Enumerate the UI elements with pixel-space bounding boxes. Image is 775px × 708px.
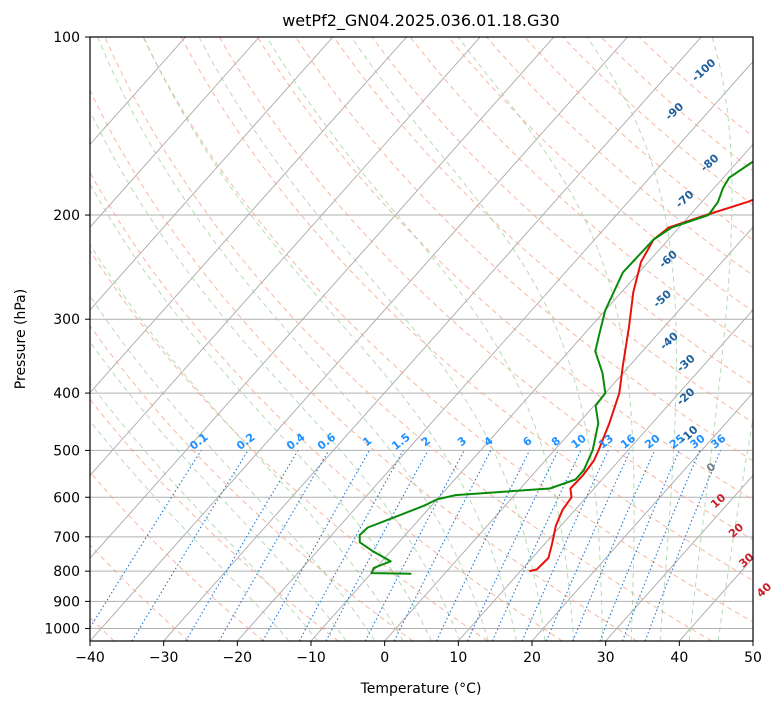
background-lines [90,37,753,641]
moist-adiabat-line [266,37,575,641]
isotherm-line [163,37,702,641]
y-tick-label: 400 [53,386,80,402]
dry-adiabat-line [371,37,753,386]
moist-adiabat-line [90,420,290,641]
x-tick-label: −40 [75,650,105,666]
y-tick-label: 600 [53,490,80,506]
mixing-ratio-line [521,450,609,641]
y-tick-label: 200 [53,208,80,224]
dry-adiabat-line [447,37,753,312]
dry-adiabat-line [180,37,753,582]
isotherm-line [90,37,555,559]
x-axis-title: Temperature (°C) [360,681,482,697]
chart-title: wetPf2_GN04.2025.036.01.18.G30 [282,11,560,31]
x-tick-label: 40 [670,650,688,666]
mixing-ratio-line [262,450,370,641]
y-tick-label: 800 [53,564,80,580]
x-tick-label: −10 [296,650,326,666]
isotherm-line [90,37,186,146]
moist-adiabat-line [198,37,546,641]
isotherm-line [90,37,481,477]
dry-adiabat-line [218,37,753,541]
moist-adiabat-line [688,37,733,641]
moist-adiabat-line [90,243,404,641]
x-tick-label: 30 [597,650,615,666]
moist-adiabat-line [457,37,635,641]
x-tick-label: 10 [449,650,467,666]
isotherm-line [90,37,407,394]
isotherm-line [384,226,753,641]
isotherm-line [457,309,753,641]
x-tick-label: 50 [744,650,762,666]
mixing-ratio-line [325,450,429,641]
temperature-profile-line [529,198,753,573]
moist-adiabat-line [90,182,432,641]
y-tick-label: 300 [53,312,80,328]
moist-adiabat-line [350,37,603,641]
isotherm-line [236,60,753,641]
mixing-ratio-line [572,450,656,641]
dry-adiabat-line [257,37,753,501]
plot-frame [89,36,754,642]
y-tick-label: 500 [53,443,80,459]
isotherm-line [605,474,753,641]
mixing-ratio-line [545,450,631,641]
y-tick-label: 100 [53,30,80,46]
profile-lines [358,160,753,575]
moist-adiabat-line [90,382,319,641]
isotherm-line [90,37,260,228]
dry-adiabat-line [104,37,712,641]
moist-adiabat-line [90,295,376,641]
moist-adiabat-line [143,37,517,641]
axes: −40 −30 −20 −10 0 10 20 30 40 50 100 200 300 400 500 60… [44,30,762,666]
y-axis-title: Pressure (hPa) [13,289,29,389]
dry-adiabat-line [142,37,753,623]
dry-adiabat-line [90,398,339,641]
moist-adiabat-line [97,37,489,641]
x-tick-label: 0 [380,650,389,666]
moist-adiabat-line [90,109,461,641]
mixing-ratio-line [131,450,249,641]
dry-adiabat-line [90,89,638,641]
dry-adiabat-line [90,171,563,641]
y-tick-label: 700 [53,530,80,546]
y-tick-label: 900 [53,594,80,610]
x-tick-label: −20 [223,650,253,666]
x-tick-label: 20 [523,650,541,666]
x-tick-label: −30 [149,650,179,666]
dry-adiabat-line [90,471,264,641]
moist-adiabat-line [717,415,753,641]
mixing-ratio-line [621,450,701,641]
y-tick-label: 1000 [44,621,80,637]
isotherm-line [531,392,753,641]
isotherm-line [90,37,628,641]
mixing-ratio-line [298,450,404,641]
dry-adiabat-line [90,249,488,641]
mixing-ratio-line [644,450,722,641]
isotherm-line [90,37,334,311]
moist-adiabat-line [586,37,677,641]
isotherm-line [310,143,753,641]
dewpoint-profile-line [358,160,753,575]
mixing-ratio-line [599,450,680,641]
